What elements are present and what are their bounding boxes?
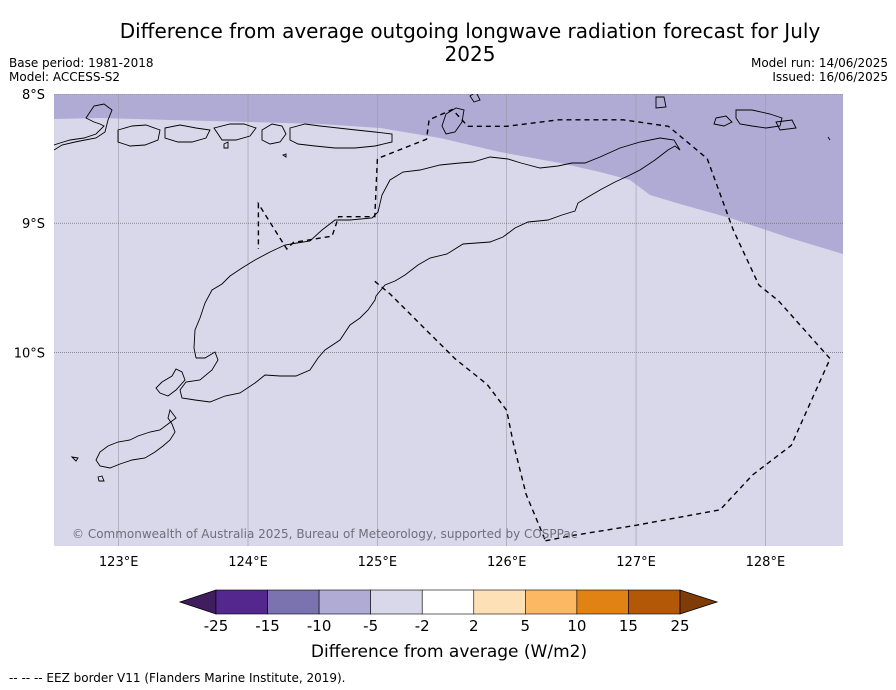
colorbar-tick-label: -10 bbox=[307, 617, 332, 635]
chart-title: Difference from average outgoing longwav… bbox=[119, 19, 821, 66]
coastline-islet-4 bbox=[713, 115, 733, 127]
meta-left: Base period: 1981-2018 Model: ACCESS-S2 bbox=[9, 56, 154, 84]
map-plot-area bbox=[54, 94, 843, 546]
base-period: Base period: 1981-2018 bbox=[9, 56, 154, 70]
colorbar-tick-label: 2 bbox=[469, 617, 479, 635]
coastline-islet-1 bbox=[70, 456, 79, 462]
x-tick-label: 125°E bbox=[358, 555, 398, 570]
coastlines bbox=[54, 94, 831, 482]
coastline-adonara bbox=[164, 124, 211, 143]
colorbar-tick-label: -15 bbox=[255, 617, 280, 635]
colorbar-tick-label: -25 bbox=[204, 617, 229, 635]
coastline-lembata bbox=[213, 123, 257, 141]
colorbar-tick-label: -5 bbox=[363, 617, 378, 635]
colorbar-extend-low bbox=[178, 589, 217, 615]
coastline-flores bbox=[54, 103, 113, 151]
eez-border-inner bbox=[374, 280, 547, 542]
x-tick-label: 128°E bbox=[746, 555, 786, 570]
coastline-islet-5 bbox=[735, 109, 783, 129]
eez-footnote: -- -- -- EEZ border V11 (Flanders Marine… bbox=[9, 671, 346, 685]
coastline-sawu bbox=[95, 408, 177, 469]
coastline-solor bbox=[117, 124, 161, 147]
meta-right: Model run: 14/06/2025 Issued: 16/06/2025 bbox=[751, 56, 888, 84]
y-tick-label: 8°S bbox=[22, 88, 45, 103]
y-axis-ticks: 8°S 9°S 10°S bbox=[14, 88, 45, 361]
coastline-islet-3 bbox=[655, 96, 667, 109]
colorbar: -25 -15 -10 -5 -2 2 5 10 15 25 bbox=[178, 589, 719, 635]
colorbar-swatch bbox=[473, 589, 526, 615]
colorbar-swatch bbox=[318, 589, 371, 615]
coastline-islet-2 bbox=[97, 475, 105, 482]
colorbar-swatch bbox=[267, 589, 320, 615]
x-tick-label: 124°E bbox=[228, 555, 268, 570]
coastline-timor-north bbox=[193, 137, 681, 359]
coastline-alor bbox=[289, 123, 393, 149]
colorbar-tick-label: 25 bbox=[670, 617, 689, 635]
colorbar-swatch bbox=[576, 589, 629, 615]
colorbar-swatch bbox=[370, 589, 423, 615]
x-axis-ticks: 123°E 124°E 125°E 126°E 127°E 128°E bbox=[99, 555, 785, 570]
colorbar-tick-label: 15 bbox=[619, 617, 638, 635]
coastline-atauro bbox=[441, 107, 465, 135]
coastline-islet-9 bbox=[281, 153, 287, 158]
x-tick-label: 126°E bbox=[487, 555, 527, 570]
colorbar-swatch bbox=[215, 589, 268, 615]
coastline-islet-7 bbox=[827, 136, 831, 141]
colorbar-swatch bbox=[525, 589, 578, 615]
coastline-timor-south bbox=[179, 295, 377, 403]
model-name: Model: ACCESS-S2 bbox=[9, 70, 121, 84]
coastline-wetar bbox=[469, 94, 481, 103]
y-tick-label: 9°S bbox=[22, 217, 45, 232]
coastline-islet-8 bbox=[223, 141, 229, 149]
copyright-notice: © Commonwealth of Australia 2025, Bureau… bbox=[72, 527, 577, 541]
issued-date: Issued: 16/06/2025 bbox=[772, 70, 888, 84]
y-tick-label: 10°S bbox=[14, 346, 45, 361]
coastline-rote bbox=[155, 368, 186, 397]
colorbar-swatch bbox=[628, 589, 681, 615]
x-tick-label: 127°E bbox=[616, 555, 656, 570]
colorbar-label: Difference from average (W/m2) bbox=[311, 642, 587, 662]
colorbar-tick-label: 10 bbox=[567, 617, 586, 635]
anomaly-region-minus10-minus5 bbox=[54, 94, 843, 254]
x-tick-label: 123°E bbox=[99, 555, 139, 570]
coastline-islet-6 bbox=[775, 119, 797, 131]
colorbar-swatch bbox=[421, 589, 475, 615]
model-run: Model run: 14/06/2025 bbox=[750, 56, 888, 70]
colorbar-tick-label: -2 bbox=[415, 617, 430, 635]
colorbar-tick-label: 5 bbox=[521, 617, 531, 635]
eez-border bbox=[257, 108, 831, 542]
coastline-pantar bbox=[261, 123, 287, 145]
colorbar-extend-high bbox=[679, 589, 719, 615]
